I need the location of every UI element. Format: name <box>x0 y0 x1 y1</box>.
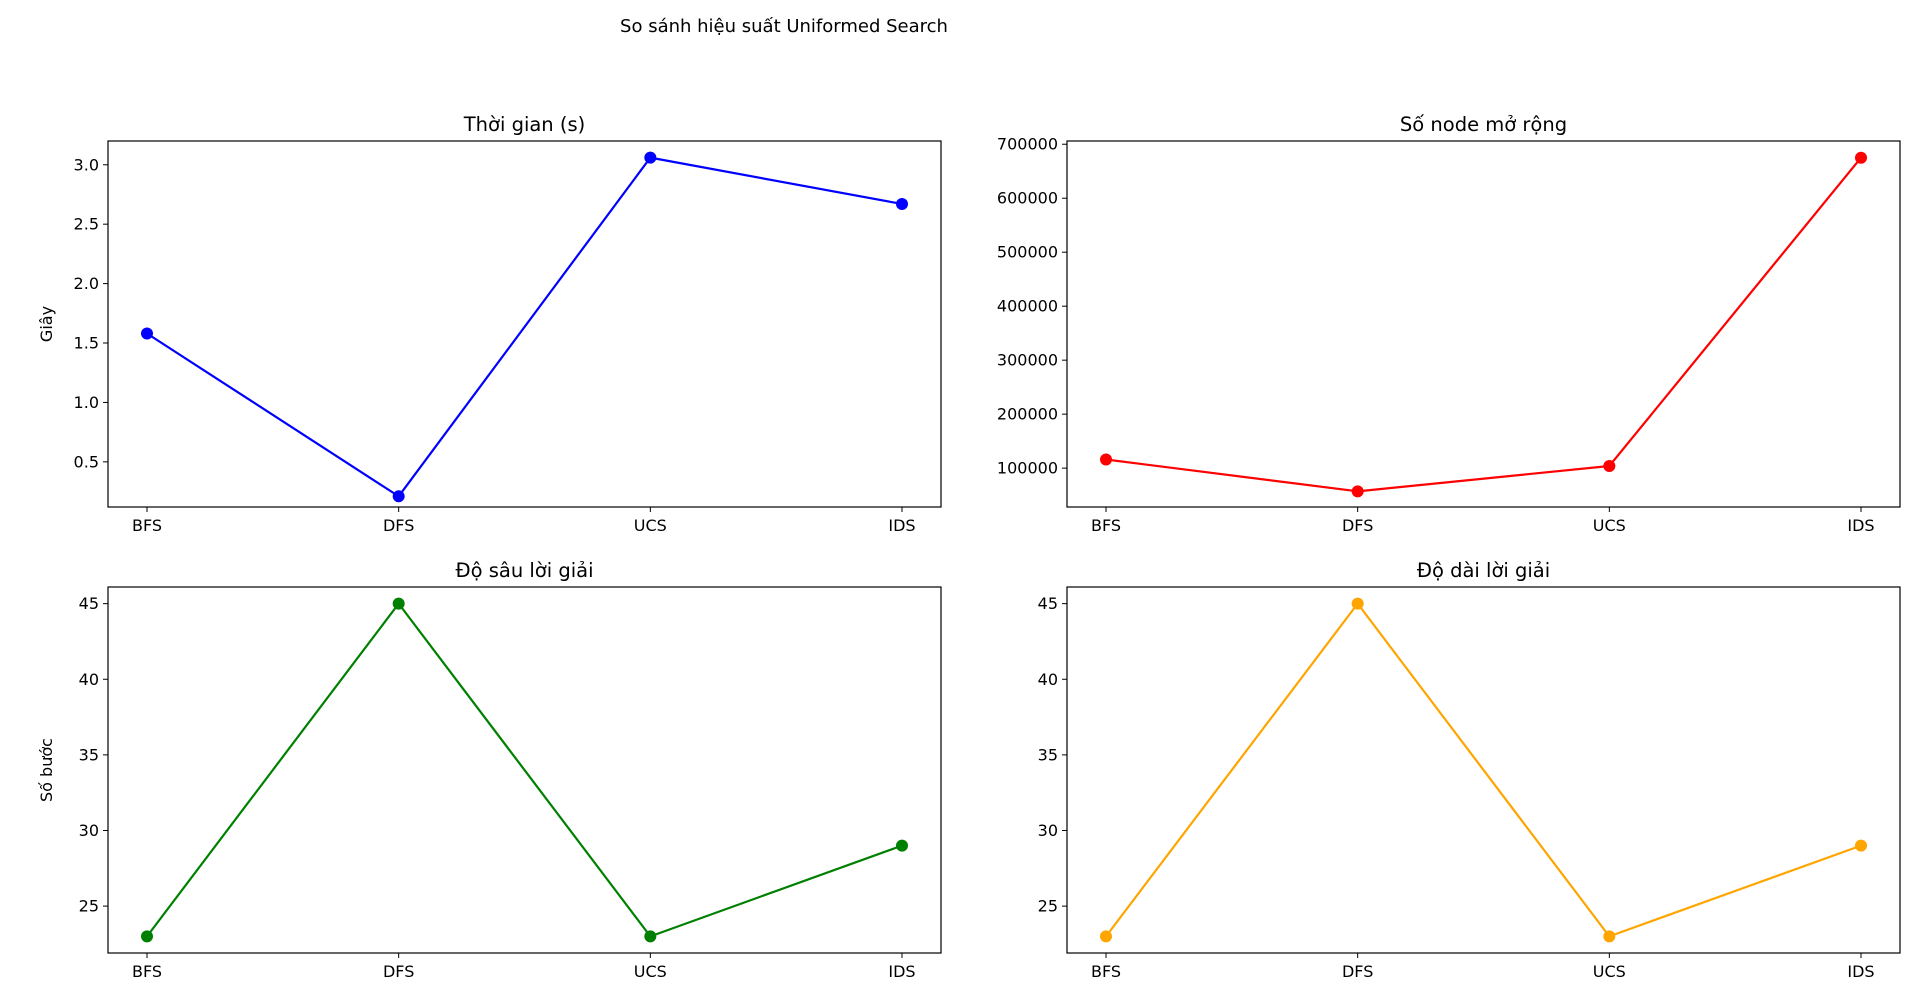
data-point-bfs <box>141 327 153 340</box>
y-tick-label: 300000 <box>997 351 1058 370</box>
x-tick-label: DFS <box>383 962 414 981</box>
y-tick-label: 45 <box>79 594 99 613</box>
y-tick-label: 40 <box>79 670 99 689</box>
x-tick-label: DFS <box>1342 962 1373 981</box>
y-tick-label: 200000 <box>997 405 1058 424</box>
data-point-ucs <box>644 151 657 164</box>
y-tick-label: 30 <box>79 821 99 840</box>
axes-frame <box>107 140 942 508</box>
x-tick-label: UCS <box>634 516 667 535</box>
series-line <box>1105 157 1862 493</box>
y-axis-label: Giây <box>37 306 56 342</box>
chart-time: Thời gian (s) BFS DFS UCS IDS 0.5 1.0 1.5 2.0 2.5… <box>37 113 942 535</box>
x-tick-label: UCS <box>1593 516 1626 535</box>
y-tick-label: 100000 <box>997 459 1058 478</box>
chart-title: Độ sâu lời giải <box>455 559 593 582</box>
y-tick-label: 1.0 <box>74 393 99 412</box>
x-tick-label: IDS <box>1847 516 1874 535</box>
x-tick-label: IDS <box>888 962 915 981</box>
x-tick-label: BFS <box>1091 962 1121 981</box>
series-line <box>146 156 903 498</box>
data-point-ucs <box>644 930 657 943</box>
x-tick-label: DFS <box>1342 516 1373 535</box>
y-tick-label: 600000 <box>997 189 1058 208</box>
data-point-dfs <box>392 597 405 610</box>
y-tick-label: 30 <box>1038 821 1058 840</box>
data-point-bfs <box>141 930 153 943</box>
data-point-bfs <box>1100 930 1112 943</box>
x-tick-label: DFS <box>383 516 414 535</box>
data-point-ids <box>1855 151 1867 164</box>
y-tick-label: 3.0 <box>74 155 99 174</box>
y-tick-label: 2.5 <box>74 215 99 234</box>
x-tick-label: BFS <box>132 962 162 981</box>
data-point-ids <box>896 839 908 852</box>
chart-title: Độ dài lời giải <box>1417 559 1550 582</box>
series-line <box>1105 602 1862 938</box>
y-tick-label: 0.5 <box>74 452 99 471</box>
y-tick-label: 2.0 <box>74 274 99 293</box>
y-tick-label: 25 <box>1038 897 1058 916</box>
x-tick-label: BFS <box>1091 516 1121 535</box>
x-tick-label: IDS <box>1847 962 1874 981</box>
figure-suptitle: So sánh hiệu suất Uniformed Search <box>620 16 948 37</box>
y-tick-label: 40 <box>1038 670 1058 689</box>
axes-frame <box>107 586 942 954</box>
chart-length: Độ dài lời giải BFS DFS UCS IDS 25 30 35 40 45 <box>1038 559 1901 981</box>
axes-frame <box>1066 140 1901 508</box>
chart-depth: Độ sâu lời giải BFS DFS UCS IDS 25 30 35 40 45 Số … <box>37 559 942 981</box>
y-tick-label: 400000 <box>997 297 1058 316</box>
data-point-ids <box>1855 839 1867 852</box>
axes-frame <box>1066 586 1901 954</box>
chart-nodes: Số node mở rộng BFS DFS UCS IDS 100000 200000 3… <box>997 113 1901 535</box>
data-point-ids <box>896 197 908 210</box>
series-line <box>146 602 903 938</box>
x-tick-label: UCS <box>634 962 667 981</box>
data-point-dfs <box>392 490 405 503</box>
data-point-dfs <box>1351 597 1364 610</box>
y-tick-label: 500000 <box>997 243 1058 262</box>
y-tick-label: 45 <box>1038 594 1058 613</box>
y-tick-label: 35 <box>1038 745 1058 764</box>
chart-title: Thời gian (s) <box>463 113 586 136</box>
y-tick-label: 700000 <box>997 135 1058 154</box>
data-point-bfs <box>1100 453 1112 466</box>
data-point-ucs <box>1603 930 1616 943</box>
x-tick-label: BFS <box>132 516 162 535</box>
y-tick-label: 35 <box>79 745 99 764</box>
y-tick-label: 1.5 <box>74 334 99 353</box>
y-axis-label: Số bước <box>37 738 56 802</box>
x-tick-label: UCS <box>1593 962 1626 981</box>
data-point-dfs <box>1351 485 1364 498</box>
chart-title: Số node mở rộng <box>1400 113 1567 136</box>
y-tick-label: 25 <box>79 897 99 916</box>
data-point-ucs <box>1603 459 1616 472</box>
x-tick-label: IDS <box>888 516 915 535</box>
